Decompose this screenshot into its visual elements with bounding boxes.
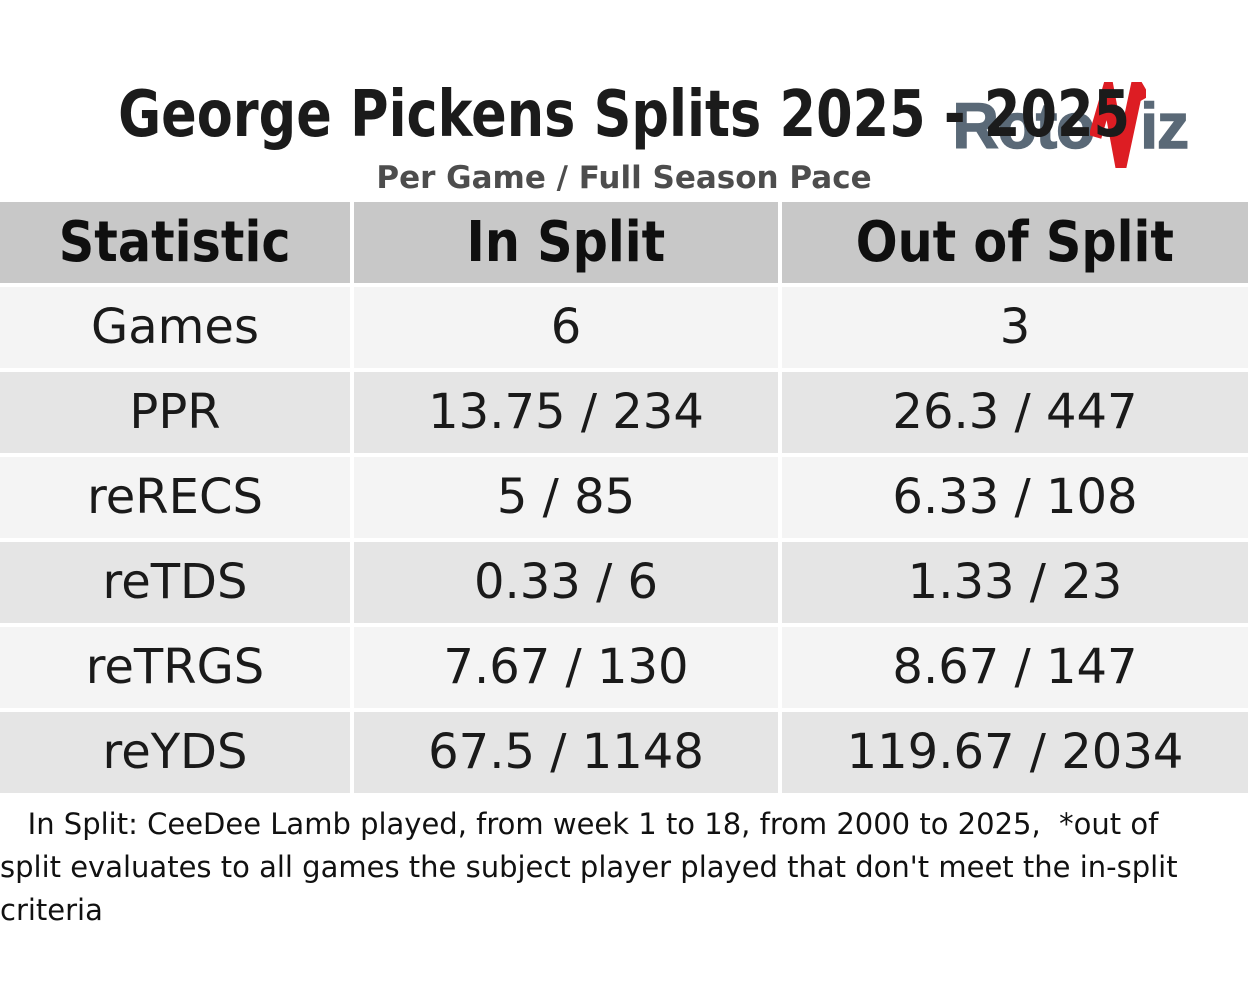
stat-name-reyds: reYDS (0, 711, 350, 793)
footnote-line: criteria (0, 892, 103, 927)
stat-name-retds: reTDS (0, 541, 350, 623)
footnote-line: split evaluates to all games the subject… (0, 849, 1178, 884)
stat-name-games: Games (0, 286, 350, 368)
reyds-out-of-split-value: 119.67 / 2034 (782, 711, 1248, 793)
page-title: George Pickens Splits 2025 - 2025 (0, 78, 1248, 152)
stat-name-retrgs: reTRGS (0, 626, 350, 708)
retrgs-out-of-split-value: 8.67 / 147 (782, 626, 1248, 708)
column-header-statistic: Statistic (0, 201, 350, 283)
retds-out-of-split-value: 1.33 / 23 (782, 541, 1248, 623)
ppr-out-of-split-value: 26.3 / 447 (782, 371, 1248, 453)
column-header-label: Out of Split (855, 209, 1175, 275)
reyds-in-split-value: 67.5 / 1148 (354, 711, 778, 793)
retds-in-split-value: 0.33 / 6 (354, 541, 778, 623)
rerecs-out-of-split-value: 6.33 / 108 (782, 456, 1248, 538)
games-in-split-value: 6 (354, 286, 778, 368)
games-out-of-split-value: 3 (782, 286, 1248, 368)
page-subtitle: Per Game / Full Season Pace (376, 160, 872, 197)
stat-name-ppr: PPR (0, 371, 350, 453)
column-header-label: Statistic (59, 209, 291, 275)
rerecs-in-split-value: 5 / 85 (354, 456, 778, 538)
logo-text-iz: iz (1139, 90, 1189, 162)
page-title-text: George Pickens Splits 2025 - 2025 (118, 78, 1130, 152)
splits-table: Statistic In Split Out of Split Games 6 … (0, 201, 1248, 793)
column-header-in-split: In Split (354, 201, 778, 283)
rotoviz-logo: Roto iz (952, 82, 1190, 170)
logo-text-roto: Roto (952, 90, 1096, 162)
footnote-line: In Split: CeeDee Lamb played, from week … (0, 806, 1159, 841)
footnote: In Split: CeeDee Lamb played, from week … (0, 803, 1248, 932)
retrgs-in-split-value: 7.67 / 130 (354, 626, 778, 708)
spike-v-icon (1090, 82, 1147, 168)
stat-name-rerecs: reRECS (0, 456, 350, 538)
column-header-out-of-split: Out of Split (782, 201, 1248, 283)
column-header-label: In Split (466, 209, 666, 275)
ppr-in-split-value: 13.75 / 234 (354, 371, 778, 453)
